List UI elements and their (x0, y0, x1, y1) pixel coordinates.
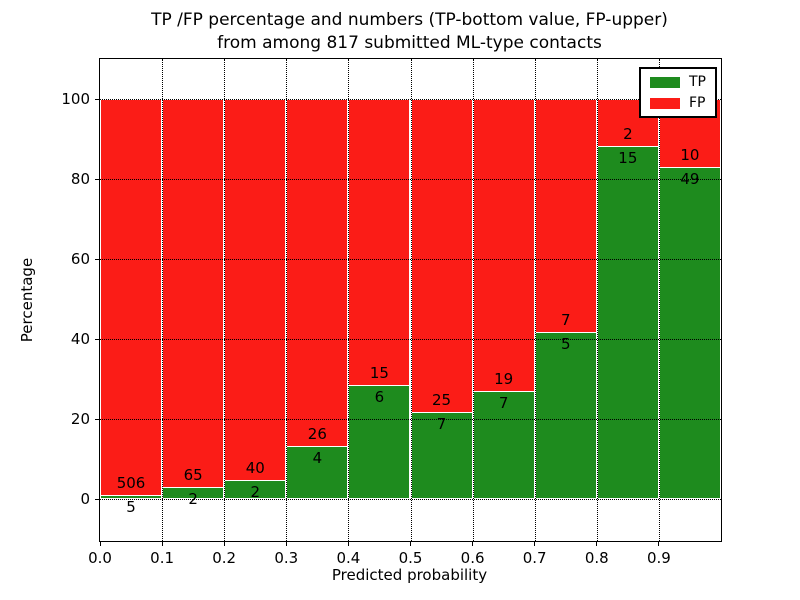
grid-line-horizontal (100, 419, 721, 420)
grid-line-vertical (286, 59, 288, 541)
x-tick-label: 0.3 (274, 549, 299, 567)
legend-item: FP (650, 96, 706, 110)
bar-segment-tp (472, 391, 535, 499)
bar-segment-fp (534, 99, 597, 333)
y-tick-mark (95, 99, 100, 100)
y-tick-mark (95, 419, 100, 420)
y-tick-label: 0 (80, 490, 90, 508)
bar-segment-tp (658, 166, 721, 499)
y-tick-mark (95, 339, 100, 340)
bar-segment-tp (100, 495, 163, 499)
bar-segment-fp (348, 99, 411, 385)
x-tick-label: 0.6 (460, 549, 485, 567)
legend-swatch-fp (650, 97, 680, 109)
bar-count-label-fp: 65 (183, 466, 203, 485)
y-axis-label: Percentage (18, 257, 36, 343)
x-tick-mark (658, 541, 660, 546)
bar-segment-fp (100, 99, 163, 496)
bar-count-label-fp: 25 (432, 390, 452, 409)
bar-count-label-tp: 5 (126, 498, 136, 517)
grid-line-vertical (224, 59, 226, 541)
x-tick-label: 0.5 (398, 549, 423, 567)
grid-line-vertical (534, 59, 536, 541)
bar-count-label-fp: 10 (680, 145, 700, 164)
grid-line-horizontal (100, 99, 721, 100)
legend-swatch-tp (650, 76, 680, 88)
y-tick-label: 20 (70, 410, 90, 428)
x-tick-mark (410, 541, 411, 546)
grid-line-vertical (410, 59, 412, 541)
bar-count-label-tp: 6 (374, 387, 385, 406)
x-tick-mark (223, 541, 225, 546)
y-tick-label: 80 (70, 170, 90, 188)
bar-segment-fp (162, 99, 225, 488)
x-tick-mark (472, 541, 474, 546)
x-axis-label: Predicted probability (331, 566, 488, 584)
plot-area: TP FP 0.0 0.1 0.2 0.3 0.4 0.5 0.6 0.7 0.8 0.9 0 20 40… (61, 58, 722, 567)
legend-item-label: FP (689, 95, 706, 111)
bar-count-label-tp: 7 (498, 394, 509, 413)
y-tick-mark (95, 499, 100, 500)
grid-line-vertical (348, 59, 350, 541)
y-tick-label: 60 (70, 250, 90, 268)
x-tick-mark (347, 541, 349, 546)
y-tick-mark (95, 259, 100, 260)
x-tick-mark (99, 541, 101, 546)
x-tick-label: 0.1 (150, 549, 175, 567)
x-tick-label: 0.4 (336, 549, 361, 567)
bar-segment-fp (410, 99, 473, 412)
x-tick-mark (161, 541, 163, 546)
y-tick-label: 100 (61, 90, 90, 108)
y-tick-mark (95, 179, 100, 180)
bar-segment-tp (348, 384, 411, 499)
grid-line-vertical (658, 59, 660, 541)
bar-count-label-fp: 26 (307, 424, 327, 443)
grid-line-vertical (162, 59, 164, 541)
bar-segment-fp (472, 99, 535, 392)
legend: TP FP (639, 67, 717, 118)
bar-count-label-tp: 2 (188, 490, 198, 509)
grid-line-horizontal (100, 259, 721, 260)
grid-line-vertical (472, 59, 474, 541)
legend-item-label: TP (689, 74, 706, 90)
bar-count-label-fp: 40 (245, 458, 265, 477)
y-tick-label: 40 (70, 330, 90, 348)
x-tick-mark (285, 541, 287, 546)
chart-title-line2: from among 817 submitted ML-type contact… (217, 33, 602, 53)
bar-count-label-tp: 2 (250, 482, 260, 501)
bar-count-label-fp: 19 (494, 370, 514, 389)
bar-count-label-fp: 7 (560, 311, 571, 330)
bar-count-label-fp: 2 (623, 125, 633, 144)
bar-segment-fp (286, 99, 349, 446)
x-tick-label: 0.0 (88, 549, 112, 567)
x-tick-label: 0.2 (212, 549, 237, 567)
bar-segment-fp (224, 99, 287, 480)
chart-title: TP /FP percentage and numbers (TP-bottom… (99, 9, 720, 55)
bar-count-label-tp: 4 (312, 448, 323, 467)
bar-count-label-tp: 49 (680, 169, 700, 188)
x-tick-label: 0.7 (522, 549, 547, 567)
bar-count-label-tp: 5 (560, 335, 571, 354)
x-tick-label: 0.8 (584, 549, 609, 567)
legend-item: TP (650, 75, 706, 89)
grid-line-horizontal (100, 499, 721, 500)
grid-line-horizontal (100, 339, 721, 340)
bar-count-label-fp: 506 (116, 474, 146, 493)
x-tick-mark (534, 541, 536, 546)
bar-segment-tp (286, 445, 349, 499)
bar-count-label-fp: 15 (369, 363, 389, 382)
chart-title-line1: TP /FP percentage and numbers (TP-bottom… (151, 10, 668, 30)
x-tick-label: 0.9 (646, 549, 671, 567)
bar-count-label-tp: 7 (436, 414, 447, 433)
x-tick-mark (596, 541, 598, 546)
bar-count-label-tp: 15 (618, 149, 638, 168)
bar-segment-tp (534, 332, 597, 499)
grid-line-horizontal (100, 179, 721, 180)
bar-segment-tp (596, 146, 659, 499)
grid-line-vertical (596, 59, 598, 541)
